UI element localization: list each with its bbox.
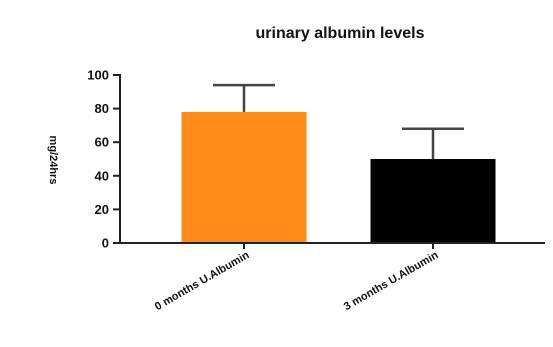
bar-1 <box>181 111 307 244</box>
y-tick-label: 0 <box>102 236 109 251</box>
plot-area: 0 20 40 60 80 100 0 months U.Albumin 3 months U… <box>87 68 545 313</box>
y-axis-label: mg/24hrs <box>47 136 59 185</box>
y-tick-label: 80 <box>95 101 109 116</box>
x-tick-label: 3 months U.Albumin <box>342 249 441 313</box>
y-tick-label: 100 <box>87 68 109 83</box>
y-tick-label: 60 <box>95 135 109 150</box>
bar-2 <box>370 159 496 243</box>
y-tick-label: 40 <box>95 168 109 183</box>
x-tick-label: 0 months U.Albumin <box>153 249 252 313</box>
chart-title: urinary albumin levels <box>256 25 425 42</box>
y-tick-label: 20 <box>95 202 109 217</box>
